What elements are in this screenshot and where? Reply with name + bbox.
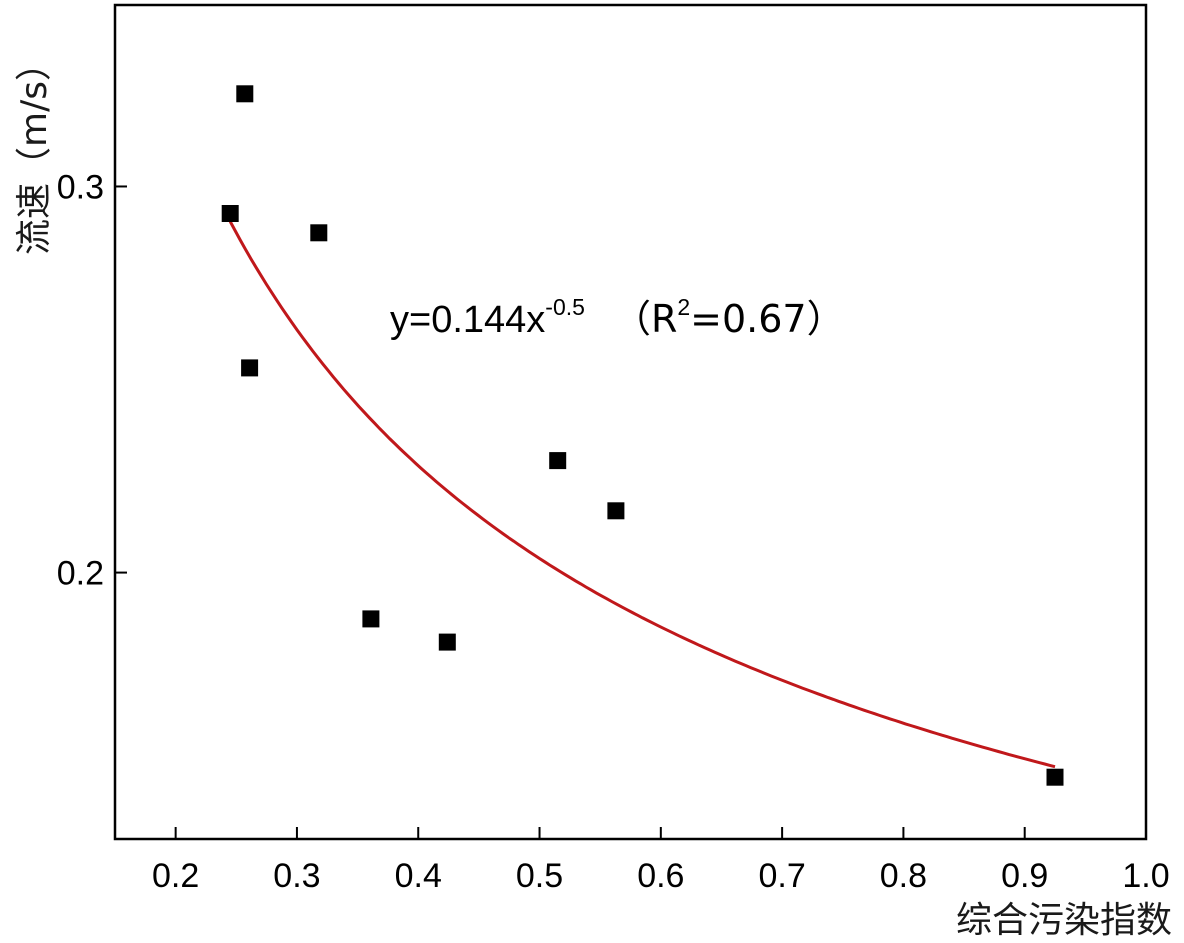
x-tick-label: 0.6: [637, 857, 684, 895]
x-tick-label: 0.4: [395, 857, 442, 895]
x-tick-label: 0.9: [1001, 857, 1048, 895]
fit-r2-open: （R: [613, 297, 677, 341]
data-point-marker: [241, 359, 259, 377]
fit-r2-value: =0.67）: [690, 297, 844, 341]
x-tick-label: 0.7: [758, 857, 805, 895]
data-point-marker: [1046, 768, 1064, 786]
plot-frame: [113, 3, 1148, 841]
fit-r2-superscript: 2: [677, 294, 690, 320]
data-point-marker: [221, 205, 239, 222]
data-point-marker: [549, 452, 567, 470]
x-tick-label: 0.2: [152, 857, 199, 895]
y-axis: 0.2 0.3: [57, 168, 127, 593]
data-point-marker: [310, 224, 328, 242]
data-point-marker: [607, 502, 625, 520]
fit-curve: [228, 220, 1056, 769]
y-axis-title: 流速（m/s）: [14, 45, 55, 255]
y-tick-label: 0.3: [57, 168, 104, 206]
x-axis: 0.2 0.3 0.4 0.5 0.6 0.7 0.8 0.9 1.0: [152, 827, 1170, 895]
x-tick-label: 0.3: [273, 857, 320, 895]
x-tick-label: 0.5: [516, 857, 563, 895]
data-point-marker: [438, 633, 456, 651]
x-tick-label: 1.0: [1122, 857, 1169, 895]
x-tick-label: 0.8: [880, 857, 927, 895]
fit-equation-exponent: -0.5: [545, 294, 585, 320]
y-tick-label: 0.2: [57, 555, 104, 593]
data-point-marker: [362, 610, 380, 628]
x-axis-title: 综合污染指数: [956, 900, 1172, 941]
fit-equation: y=0.144x-0.5 （R2=0.67）: [390, 294, 845, 341]
data-points: [221, 85, 1064, 786]
fit-equation-main: y=0.144x: [390, 299, 545, 341]
data-point-marker: [236, 85, 254, 103]
